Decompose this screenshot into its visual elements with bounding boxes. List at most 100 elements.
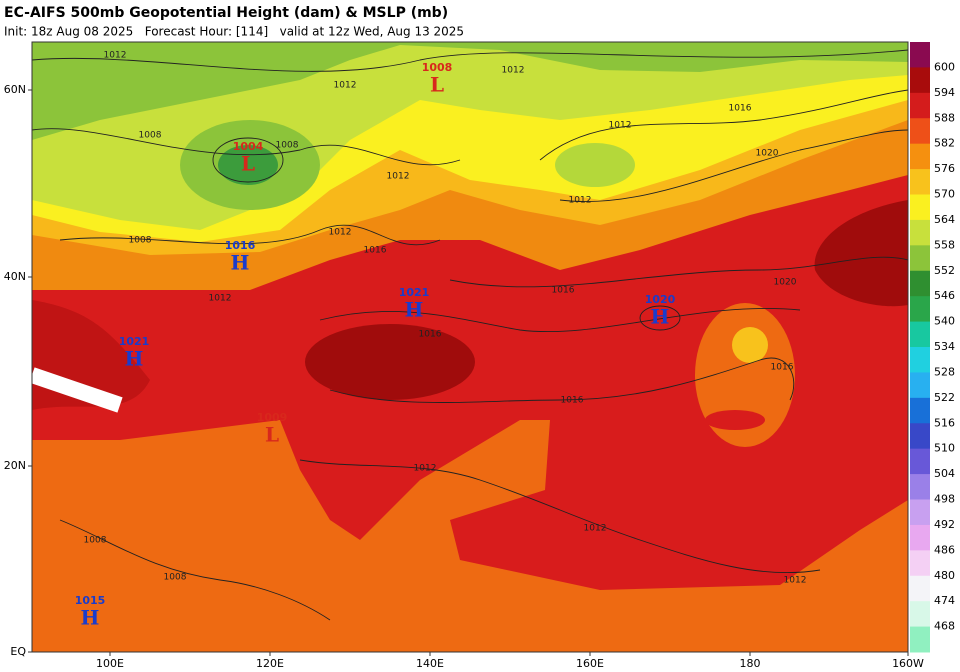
colorbar-cell	[910, 575, 930, 602]
colorbar-cell	[910, 219, 930, 246]
lat-label: 40N	[4, 270, 26, 283]
colorbar-cell	[910, 474, 930, 500]
colorbar-label: 588	[934, 111, 955, 124]
center-symbol: H	[651, 305, 670, 329]
colorbar-label: 492	[934, 518, 955, 531]
lon-label: 160W	[892, 657, 924, 670]
colorbar-cell	[910, 42, 930, 68]
colorbar-label: 498	[934, 493, 955, 506]
colorbar-label: 528	[934, 365, 955, 378]
colorbar-label: 468	[934, 620, 955, 633]
lon-label: 160E	[576, 657, 604, 670]
colorbar-cell	[910, 169, 930, 195]
colorbar-cell	[910, 296, 930, 323]
isobar-label: 1016	[552, 286, 575, 296]
lon-label: 140E	[416, 657, 444, 670]
isobar-label: 1020	[756, 149, 779, 159]
center-symbol: L	[241, 152, 255, 176]
colorbar-cell	[910, 423, 930, 450]
colorbar-label: 486	[934, 543, 955, 556]
isobar-label: 1012	[569, 196, 592, 206]
isobar-label: 1012	[584, 524, 607, 534]
colorbar-cell	[910, 524, 930, 551]
center-value: 1020	[645, 293, 676, 306]
colorbar-label: 546	[934, 289, 955, 302]
lon-label: 100E	[96, 657, 124, 670]
colorbar-cell	[910, 194, 930, 221]
isobar-label: 1012	[609, 121, 632, 131]
colorbar-cell	[910, 499, 930, 526]
colorbar-cell	[910, 67, 930, 94]
isobar-label: 1012	[784, 576, 807, 586]
colorbar-cell	[910, 397, 930, 424]
isobar-label: 1016	[771, 363, 794, 373]
colorbar-label: 474	[934, 594, 955, 607]
isobar-label: 1016	[419, 330, 442, 340]
isobar-label: 1008	[164, 573, 187, 583]
colorbar-cell	[910, 143, 930, 170]
colorbar-label: 504	[934, 467, 955, 480]
center-value: 1004	[233, 140, 264, 153]
isobar-label: 1016	[364, 246, 387, 256]
isobar-label: 1008	[276, 141, 299, 151]
isobar-label: 1008	[139, 131, 162, 141]
lat-label: EQ	[10, 645, 26, 658]
colorbar-label: 534	[934, 340, 955, 353]
isobar-label: 1016	[729, 104, 752, 114]
subtitle: Init: 18z Aug 08 2025 Forecast Hour: [11…	[4, 25, 464, 39]
center-value: 1021	[119, 335, 150, 348]
colorbar-label: 510	[934, 442, 955, 455]
colorbar-cell	[910, 270, 930, 297]
colorbar-label: 552	[934, 264, 955, 277]
center-symbol: L	[430, 73, 444, 97]
center-value: 1008	[422, 61, 453, 74]
isobar-label: 1008	[129, 236, 152, 246]
colorbar-label: 558	[934, 238, 955, 251]
isobar-label: 1012	[387, 172, 410, 182]
isobar-label: 1012	[209, 294, 232, 304]
colorbar-cell	[910, 448, 930, 475]
colorbar-label: 582	[934, 137, 955, 150]
colorbar-label: 600	[934, 60, 955, 73]
isobar-label: 1012	[329, 228, 352, 238]
isobar-label: 1012	[334, 81, 357, 91]
isobar-label: 1012	[414, 464, 437, 474]
isobar-label: 1016	[561, 396, 584, 406]
center-symbol: H	[231, 251, 250, 275]
colorbar-label: 576	[934, 162, 955, 175]
colorbar-cell	[910, 626, 930, 653]
lon-label: 180	[740, 657, 761, 670]
colorbar-cell	[910, 550, 930, 577]
center-symbol: H	[125, 347, 144, 371]
lon-label: 120E	[256, 657, 284, 670]
center-value: 1015	[75, 594, 106, 607]
colorbar-cell	[910, 601, 930, 628]
colorbar-label: 522	[934, 391, 955, 404]
colorbar-cell	[910, 118, 930, 145]
center-value: 1009	[257, 411, 288, 424]
center-symbol: H	[81, 606, 100, 630]
title: EC-AIFS 500mb Geopotential Height (dam) …	[4, 5, 448, 21]
lat-label: 60N	[4, 83, 26, 96]
center-value: 1021	[399, 286, 430, 299]
colorbar-label: 516	[934, 416, 955, 429]
center-symbol: L	[265, 423, 279, 447]
map-frame	[31, 41, 909, 653]
colorbar-label: 540	[934, 315, 955, 328]
colorbar-cell	[910, 347, 930, 373]
colorbar-label: 564	[934, 213, 955, 226]
colorbar-cell	[910, 92, 930, 119]
colorbar-label: 594	[934, 86, 955, 99]
colorbar-cell	[910, 245, 930, 272]
center-value: 1016	[225, 239, 256, 252]
lat-label: 20N	[4, 459, 26, 472]
colorbar-label: 570	[934, 188, 955, 201]
isobar-label: 1008	[84, 536, 107, 546]
isobar-label: 1012	[502, 66, 525, 76]
center-symbol: H	[405, 298, 424, 322]
colorbar-cell	[910, 321, 930, 348]
colorbar-cell	[910, 372, 930, 399]
map-field	[32, 42, 908, 652]
colorbar-label: 480	[934, 569, 955, 582]
